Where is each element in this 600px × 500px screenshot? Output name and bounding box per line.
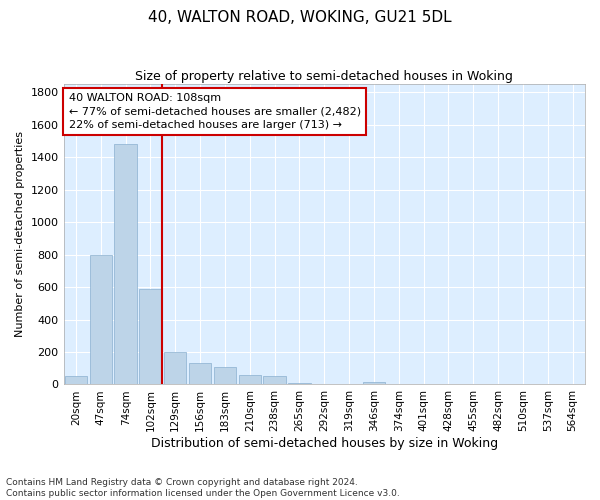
Text: 40, WALTON ROAD, WOKING, GU21 5DL: 40, WALTON ROAD, WOKING, GU21 5DL — [148, 10, 452, 25]
Bar — [89, 254, 112, 384]
Y-axis label: Number of semi-detached properties: Number of semi-detached properties — [15, 132, 25, 338]
Text: 40 WALTON ROAD: 108sqm
← 77% of semi-detached houses are smaller (2,482)
22% of : 40 WALTON ROAD: 108sqm ← 77% of semi-det… — [69, 93, 361, 130]
Bar — [239, 374, 261, 384]
Bar — [214, 366, 236, 384]
Text: Contains HM Land Registry data © Crown copyright and database right 2024.
Contai: Contains HM Land Registry data © Crown c… — [6, 478, 400, 498]
Bar — [164, 352, 187, 384]
Bar — [115, 144, 137, 384]
Bar — [189, 364, 211, 384]
X-axis label: Distribution of semi-detached houses by size in Woking: Distribution of semi-detached houses by … — [151, 437, 498, 450]
Title: Size of property relative to semi-detached houses in Woking: Size of property relative to semi-detach… — [136, 70, 513, 83]
Bar — [263, 376, 286, 384]
Bar — [363, 382, 385, 384]
Bar — [65, 376, 87, 384]
Bar — [139, 288, 161, 384]
Bar — [288, 383, 311, 384]
